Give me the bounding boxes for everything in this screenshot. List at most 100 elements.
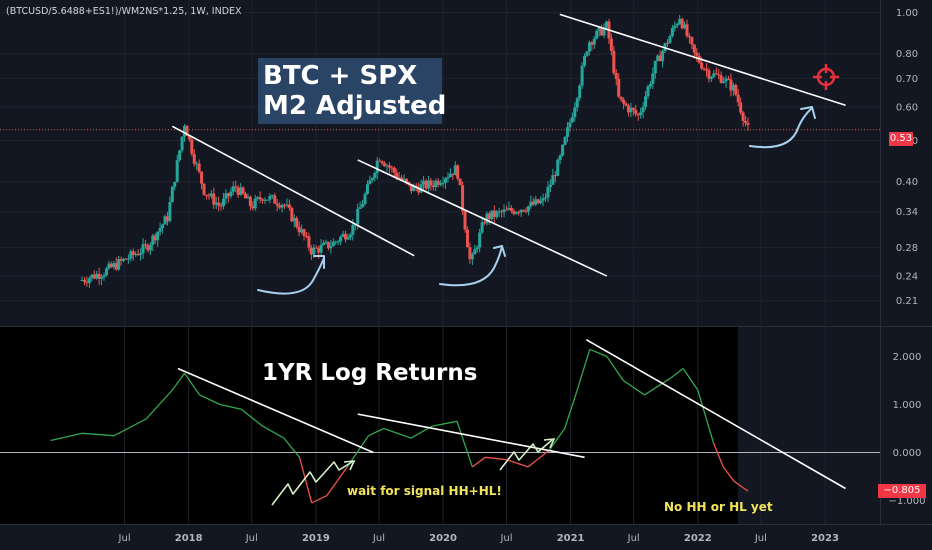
candle-body [702,68,706,70]
time-axis-tick: 2022 [684,533,712,544]
candle-body [258,197,262,200]
returns-line-segment [644,377,671,396]
candle-body [736,94,740,103]
candle-body [548,184,552,187]
returns-line-segment [506,459,529,468]
signal-zigzag [499,439,553,471]
candle-body [148,244,152,251]
candle-body [624,103,628,106]
candle-body [502,209,506,213]
candle-body [568,122,572,128]
candle-body [395,172,399,178]
candle-body [278,205,282,208]
candle-body [726,78,730,80]
returns-line-segment [171,372,186,391]
candle-body [251,205,255,209]
candle-body [204,194,208,196]
candle-body [290,207,294,222]
candle-body [495,211,499,217]
candle-body [236,187,240,195]
price-trendline [171,125,415,257]
candle-body [336,241,340,243]
candle-body [519,209,523,213]
candle-body [739,102,743,113]
signal-arrowhead [343,460,356,471]
candle-body [383,163,387,167]
returns-line-segment [733,480,749,492]
candle-body [207,195,211,197]
time-axis-tick: 2020 [429,533,457,544]
candle-body [658,55,662,62]
candle-body [109,263,113,268]
candle-body [526,206,530,212]
candle-body [592,38,596,45]
candle-body [375,160,379,174]
returns-line-segment [50,432,83,442]
candle-body [287,204,291,208]
candle-body [100,277,104,279]
candle-body [705,68,709,71]
candle-body [695,52,699,56]
price-trendline [357,159,608,277]
candle-body [524,211,528,213]
candle-body [302,229,306,236]
returns-axis-tick: 1.000 [893,400,922,411]
candle-body [156,231,160,241]
candle-body [463,210,467,230]
returns-line-segment [712,442,724,468]
annotation-arrowhead [313,255,325,269]
candle-body [429,180,433,186]
lower-pane-background [0,327,738,524]
candle-body [714,73,718,75]
candle-body [648,84,652,87]
candle-body [700,62,704,69]
candle-body [583,55,587,66]
candle-body [351,225,355,235]
candle-body [309,247,313,255]
candle-body [600,27,604,36]
candle-body [214,202,218,205]
candle-body [661,51,665,62]
time-axis-tick: Jul [499,533,512,544]
candle-body [619,96,623,100]
candle-body [636,114,640,116]
candle-body [283,204,287,206]
candle-body [97,273,101,279]
candle-body [378,160,382,162]
title-line-1: BTC + SPX [263,61,418,91]
candle-body [304,235,308,237]
candle-body [719,75,723,83]
candle-body [119,259,123,261]
signal-zigzag [271,461,353,506]
price-axis-tick: 0.40 [896,177,918,188]
candle-body [507,207,511,210]
candle-body [692,44,696,53]
candle-body [124,258,128,260]
price-badge: 0.53 [889,132,913,146]
candle-body [563,136,567,145]
candle-body [531,201,535,205]
price-axis-tick: 0.70 [896,74,918,85]
candle-body [561,144,565,156]
returns-line-segment [622,379,645,396]
candle-body [87,278,91,283]
candle-body [509,207,513,211]
candle-body [224,193,228,199]
candle-body [261,199,265,201]
candle-body [346,237,350,240]
candle-body [729,79,733,91]
candle-body [634,110,638,115]
candle-body [390,167,394,169]
returns-line-segment [606,356,624,381]
candle-body [465,229,469,248]
candle-body [361,203,365,208]
candle-body [675,24,679,26]
price-axis-tick: 0.28 [896,243,918,254]
annotation-arrow [439,245,503,287]
price-axis-tick: 0.80 [896,49,918,60]
candle-body [90,274,94,279]
returns-line-segment [326,466,348,497]
candle-body [673,25,677,29]
candle-body [461,185,465,211]
